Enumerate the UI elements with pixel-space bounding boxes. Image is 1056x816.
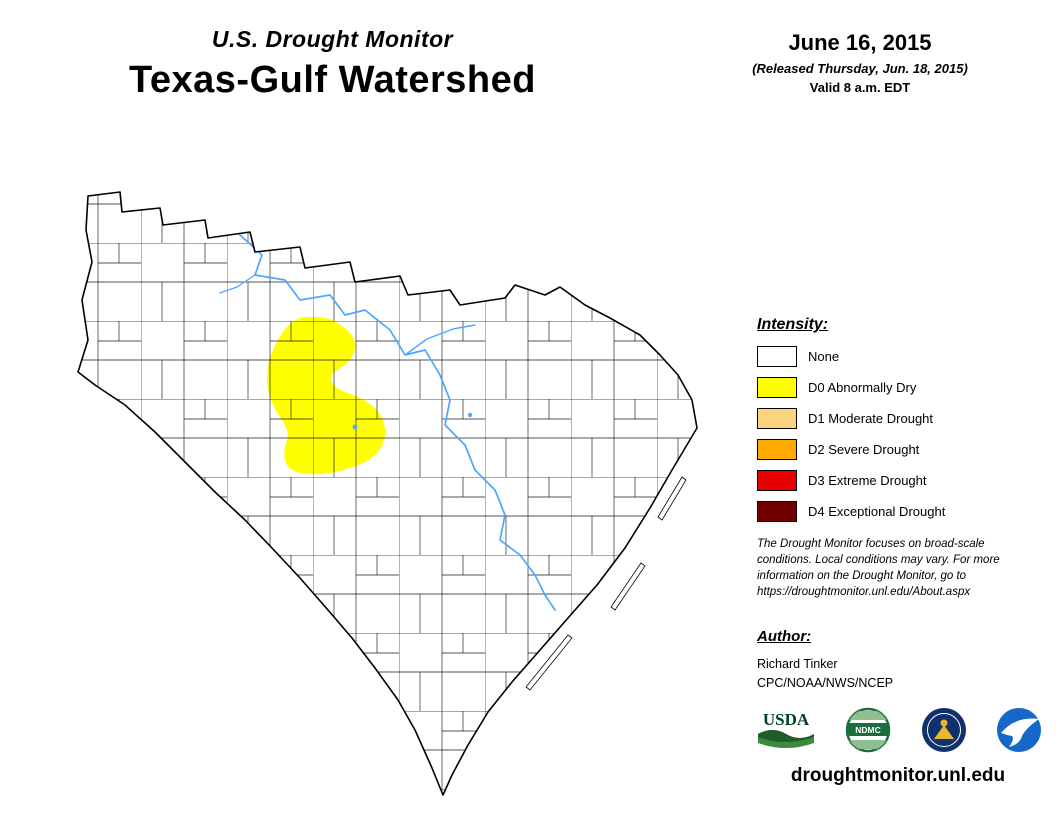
ndmc-logo-text: NDMC — [856, 725, 882, 735]
legend-swatch-none — [757, 346, 797, 367]
county-grid — [78, 192, 697, 795]
header: U.S. Drought Monitor Texas-Gulf Watershe… — [0, 26, 665, 102]
disclaimer-text: The Drought Monitor focuses on broad-sca… — [757, 538, 1000, 598]
ndmc-logo: NDMC — [844, 706, 892, 759]
lake — [467, 412, 473, 418]
author-name: Richard Tinker — [757, 657, 838, 671]
legend-heading: Intensity: — [757, 316, 829, 333]
region-title: Texas-Gulf Watershed — [129, 59, 536, 101]
legend-swatch-d1 — [757, 408, 797, 429]
legend-swatch-d0 — [757, 377, 797, 398]
watershed-outline — [77, 191, 698, 796]
legend-swatch-d4 — [757, 501, 797, 522]
river-main — [227, 204, 556, 611]
legend-swatch-d2 — [757, 439, 797, 460]
legend-item-d4: D4 Exceptional Drought — [757, 501, 1047, 522]
barrier-islands — [525, 476, 687, 691]
site-url: droughtmonitor.unl.edu — [790, 765, 1006, 786]
commerce-seal-logo — [920, 706, 968, 759]
report-title: U.S. Drought Monitor — [211, 26, 454, 52]
legend-item-d1: D1 Moderate Drought — [757, 408, 1047, 429]
legend-label: D1 Moderate Drought — [808, 411, 934, 426]
legend-label: D4 Exceptional Drought — [808, 504, 946, 519]
legend-label: D3 Extreme Drought — [808, 473, 927, 488]
usda-logo: USDA — [755, 706, 817, 759]
legend: Intensity: None D0 Abnormally Dry D1 Mod… — [757, 316, 1047, 532]
map-date: June 16, 2015 — [788, 30, 932, 55]
legend-item-none: None — [757, 346, 1047, 367]
date-block: June 16, 2015 (Released Thursday, Jun. 1… — [700, 30, 1020, 95]
usda-logo-text: USDA — [763, 710, 810, 729]
legend-label: None — [808, 349, 840, 364]
release-date: (Released Thursday, Jun. 18, 2015) — [752, 61, 968, 76]
legend-swatch-d3 — [757, 470, 797, 491]
author-block: Author: Richard Tinker CPC/NOAA/NWS/NCEP — [757, 628, 893, 693]
valid-time: Valid 8 a.m. EDT — [809, 80, 911, 95]
watershed-map — [77, 191, 698, 796]
author-organization: CPC/NOAA/NWS/NCEP — [757, 675, 894, 690]
legend-item-d2: D2 Severe Drought — [757, 439, 1047, 460]
legend-label: D2 Severe Drought — [808, 442, 920, 457]
legend-item-d3: D3 Extreme Drought — [757, 470, 1047, 491]
agency-logos: USDA NDMC — [755, 706, 1043, 759]
legend-item-d0: D0 Abnormally Dry — [757, 377, 1047, 398]
author-heading: Author: — [757, 628, 812, 645]
river-tributary-west — [219, 274, 256, 294]
river-tributary — [404, 324, 476, 356]
legend-label: D0 Abnormally Dry — [808, 380, 917, 395]
lake — [352, 424, 358, 430]
noaa-logo — [995, 706, 1043, 759]
